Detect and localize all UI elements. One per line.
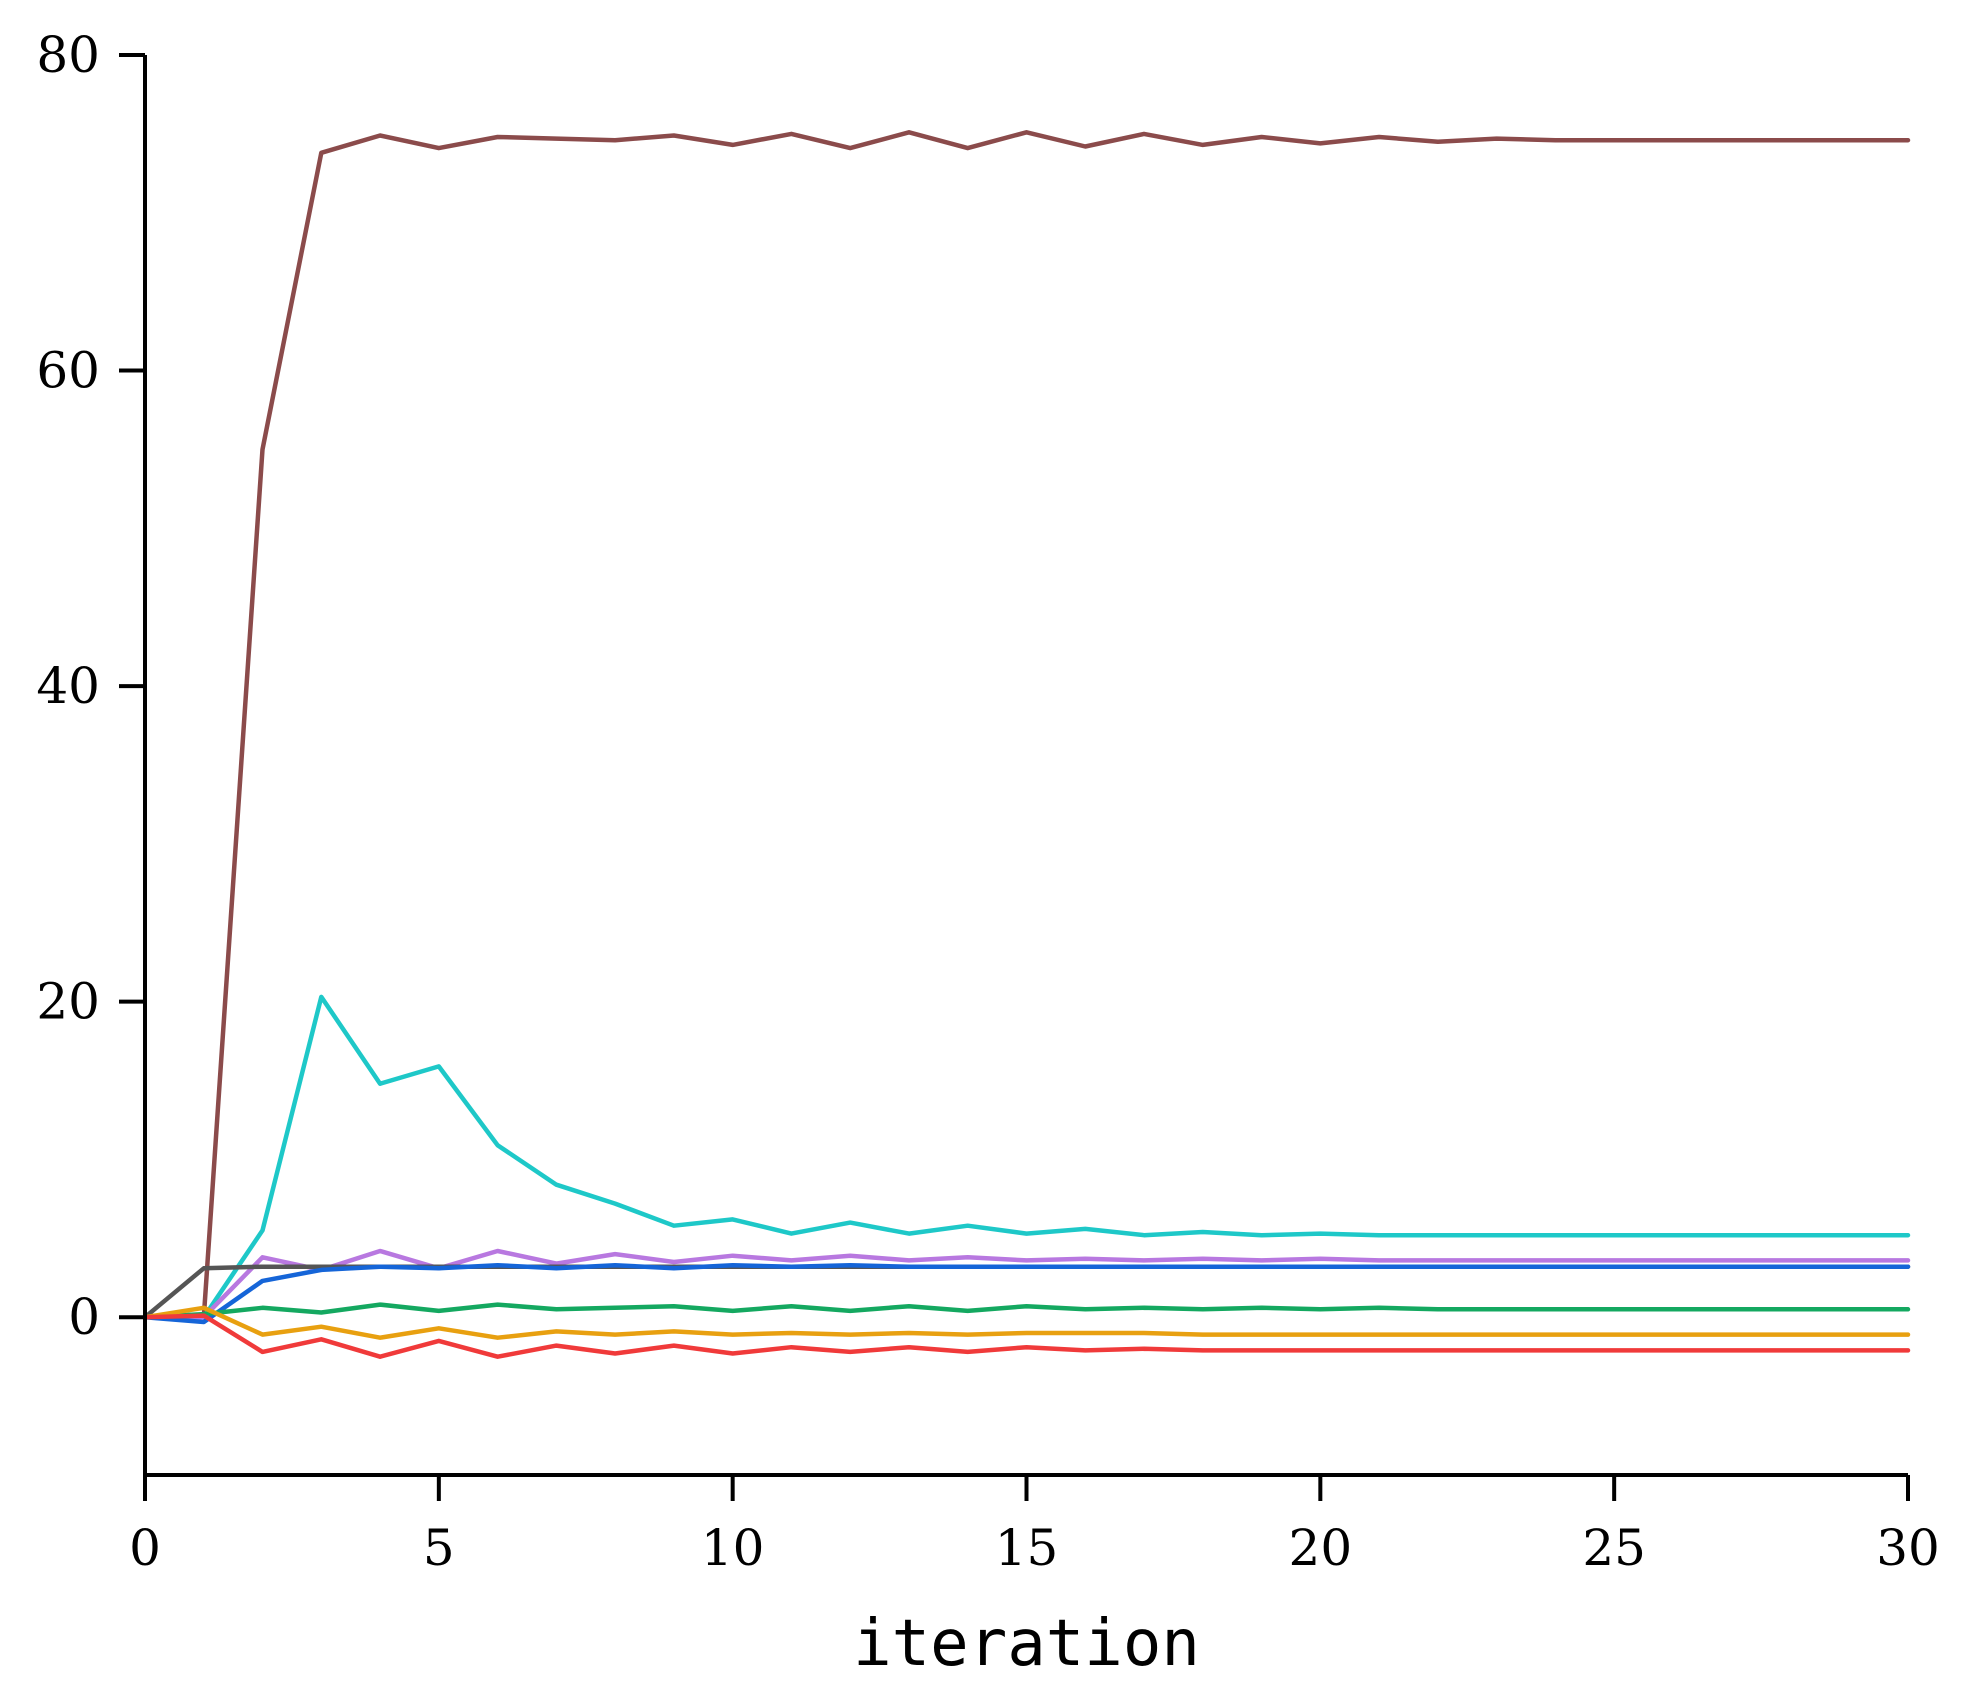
series-line-7 (142, 1305, 1911, 1340)
y-tick-label: 80 (36, 26, 100, 84)
x-tick-label: 20 (1289, 1519, 1353, 1577)
x-tick-label: 30 (1876, 1519, 1940, 1577)
ticks: 0 20 40 60 80 0 5 10 15 20 25 30 (36, 26, 1939, 1577)
series-line-6 (142, 1302, 1911, 1320)
series-line-2 (142, 994, 1911, 1320)
series-layer (142, 130, 1911, 1359)
y-tick-label: 60 (36, 342, 100, 400)
x-tick-label: 25 (1582, 1519, 1646, 1577)
series-line-5 (142, 1262, 1911, 1325)
series-line-8 (142, 1313, 1911, 1359)
x-tick-label: 5 (423, 1519, 455, 1577)
y-tick-label: 40 (36, 657, 100, 715)
x-tick-label: 15 (995, 1519, 1059, 1577)
y-tick-label: 20 (36, 973, 100, 1031)
y-tick-label: 0 (68, 1288, 100, 1346)
x-tick-label: 0 (129, 1519, 161, 1577)
x-axis-title: iteration (853, 1607, 1200, 1681)
x-tick-label: 10 (701, 1519, 765, 1577)
series-line-1 (142, 130, 1911, 1320)
